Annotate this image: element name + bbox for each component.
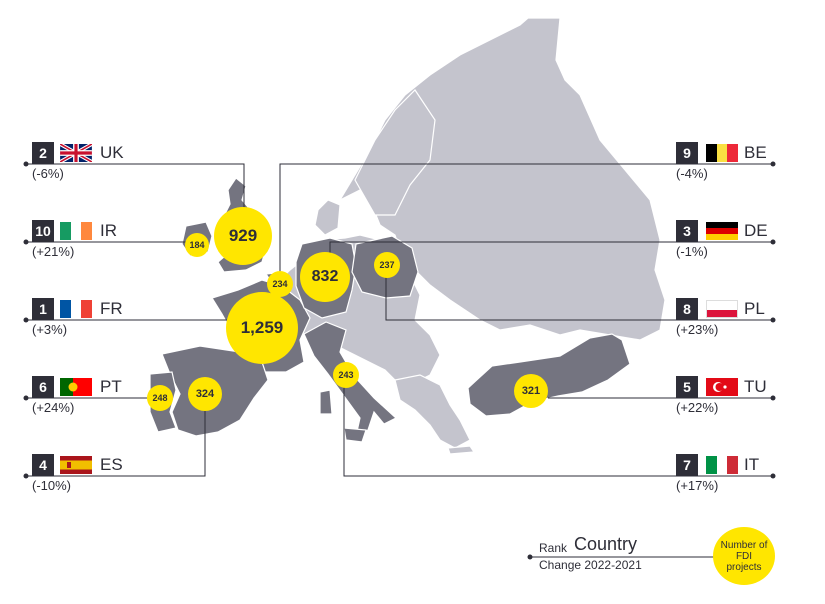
poland-connector: [385, 276, 773, 321]
belgium-bubble: 234: [267, 271, 293, 297]
rank-badge: 8: [676, 298, 698, 320]
italy-flag-icon: [706, 456, 738, 474]
legend-country-label: Country: [574, 534, 638, 554]
country-label-pt: 6 PT (+24%): [32, 376, 192, 420]
germany-flag-icon: [706, 222, 738, 240]
sardinia-shape: [319, 389, 333, 415]
poland-flag-icon: [706, 300, 738, 318]
italy-connector: [343, 386, 773, 477]
rank-badge: 7: [676, 454, 698, 476]
country-code: IT: [744, 455, 760, 474]
france-bubble: 1,259: [226, 292, 298, 364]
change-value: (+22%): [676, 400, 719, 415]
country-code: TU: [744, 377, 767, 396]
rank-badge: 5: [676, 376, 698, 398]
rank-badge: 9: [676, 142, 698, 164]
germany-bubble: 832: [300, 252, 350, 302]
uk-connector: [26, 163, 245, 208]
country-label-uk: 2 UK (-6%): [32, 142, 192, 186]
change-value: (-1%): [676, 244, 708, 259]
change-value: (+23%): [676, 322, 719, 337]
country-code: IR: [100, 221, 117, 240]
connector-lines: [26, 163, 773, 558]
country-code: FR: [100, 299, 123, 318]
spain-connector: [26, 410, 206, 477]
change-value: (-4%): [676, 166, 708, 181]
sicily-shape: [343, 427, 367, 443]
country-code: PT: [100, 377, 122, 396]
rank-badge: 4: [32, 454, 54, 476]
country-code: DE: [744, 221, 768, 240]
legend-bubble-label: Number of FDI projects: [720, 539, 768, 573]
spain-bubble: 324: [188, 377, 222, 411]
rank-badge: 1: [32, 298, 54, 320]
country-label-pl: 8 PL (+23%): [676, 298, 786, 342]
country-label-es: 4 ES (-10%): [32, 454, 192, 498]
uk-bubble: 929: [214, 207, 272, 265]
country-label-it: 7 IT (+17%): [676, 454, 786, 498]
change-value: (+17%): [676, 478, 719, 493]
spain-flag-icon: [60, 456, 92, 474]
country-label-be: 9 BE (-4%): [676, 142, 786, 186]
country-label-ir: 10 IR (+21%): [32, 220, 192, 264]
legend-bubble: Number of FDI projects: [713, 527, 775, 585]
turkey-flag-icon: [706, 378, 738, 396]
rank-badge: 6: [32, 376, 54, 398]
change-value: (+21%): [32, 244, 75, 259]
rank-badge: 3: [676, 220, 698, 242]
country-label-de: 3 DE (-1%): [676, 220, 786, 264]
ireland-bubble: 184: [185, 233, 209, 257]
change-value: (-10%): [32, 478, 72, 493]
country-code: PL: [744, 299, 765, 318]
uk-flag-icon: [60, 144, 92, 162]
rank-badge: 2: [32, 142, 54, 164]
belgium-flag-icon: [706, 144, 738, 162]
portugal-flag-icon: [60, 378, 92, 396]
country-code: BE: [744, 143, 767, 162]
change-value: (+24%): [32, 400, 75, 415]
ireland-flag-icon: [60, 222, 92, 240]
turkey-bubble: 321: [514, 374, 548, 408]
france-flag-icon: [60, 300, 92, 318]
change-value: (-6%): [32, 166, 64, 181]
belgium-connector: [279, 163, 773, 274]
connector-dots: [23, 161, 776, 560]
poland-bubble: 237: [374, 252, 400, 278]
legend-change-label: Change 2022-2021: [539, 558, 642, 572]
legend-rank-label: Rank: [539, 541, 568, 555]
country-label-tu: 5 TU (+22%): [676, 376, 786, 420]
country-code: UK: [100, 143, 124, 162]
rank-badge: 10: [32, 220, 54, 242]
portugal-bubble: 248: [147, 385, 173, 411]
country-code: ES: [100, 455, 123, 474]
germany-connector: [329, 241, 773, 256]
change-value: (+3%): [32, 322, 68, 337]
turkey-shape: [467, 333, 631, 417]
italy-bubble: 243: [333, 362, 359, 388]
country-label-fr: 1 FR (+3%): [32, 298, 192, 342]
